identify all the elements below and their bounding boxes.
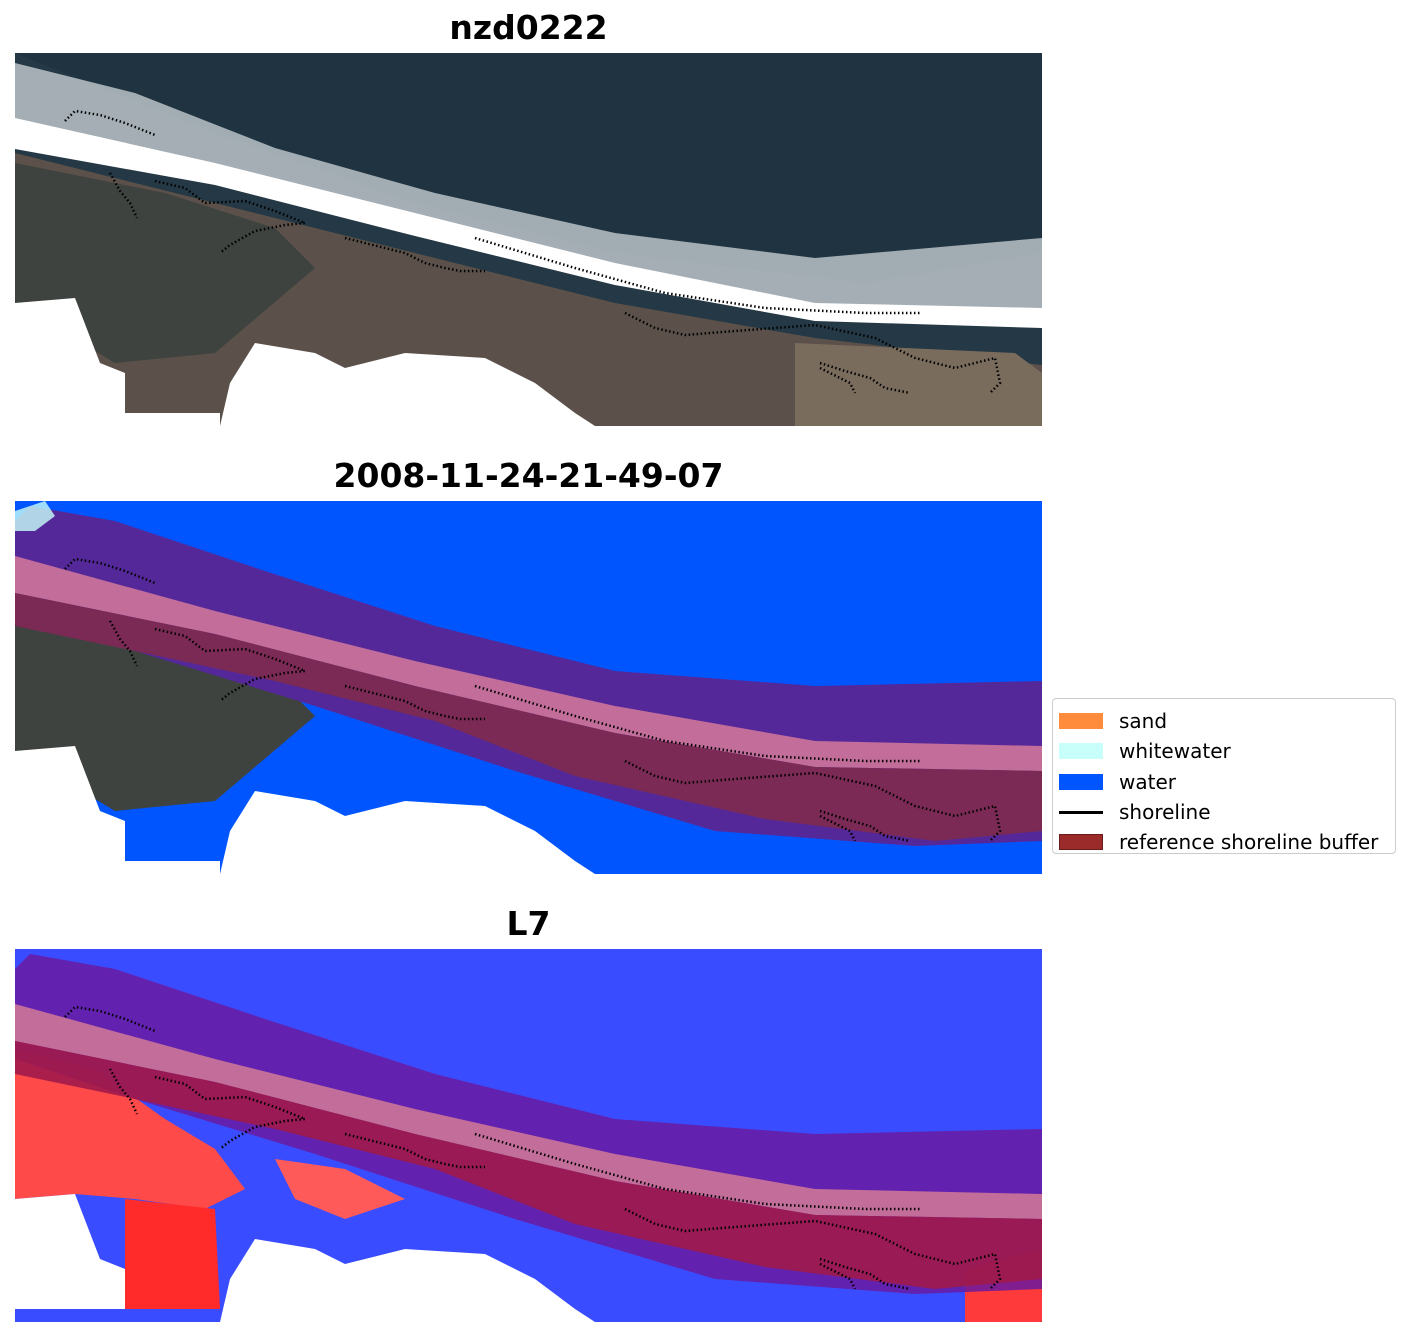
surf-zone: [15, 63, 1042, 315]
whitewater-patch: [15, 501, 55, 531]
legend-item-water: water: [1053, 767, 1395, 797]
panel-classification-image: [15, 501, 1042, 874]
panel-rgb-image: [15, 53, 1042, 426]
buffer-inner-3: [15, 1041, 1042, 1289]
panel-title-index: L7: [506, 904, 551, 943]
shoreline-traces-2: [64, 557, 1002, 843]
buffer-inner: [15, 593, 1042, 841]
legend-label-shoreline: shoreline: [1119, 800, 1211, 825]
legend-item-whitewater: whitewater: [1053, 736, 1395, 766]
shoreline-traces: [64, 109, 1002, 395]
deep-sea-area: [15, 53, 1042, 283]
nodata-cloud-left-2: [15, 746, 220, 874]
legend-label-water: water: [1119, 769, 1176, 794]
legend-label-whitewater: whitewater: [1119, 739, 1231, 764]
legend-line-shoreline: [1059, 810, 1103, 814]
panel-title-rgb: nzd0222: [449, 8, 608, 47]
index-positive-west: [15, 1049, 245, 1209]
legend-item-shoreline: shoreline: [1053, 797, 1395, 827]
index-positive-block: [125, 1199, 220, 1309]
index-positive-center: [275, 1159, 405, 1219]
buffer-light-band-3: [15, 1004, 1042, 1219]
legend-swatch-whitewater: [1059, 743, 1103, 760]
sand-area: [795, 343, 1042, 426]
legend-item-sand: sand: [1053, 706, 1395, 736]
vegetation-area: [15, 163, 315, 363]
legend-swatch-sand: [1059, 713, 1103, 730]
legend-label-sand: sand: [1119, 709, 1168, 734]
nodata-cloud-center: [220, 343, 595, 426]
shoreline-traces-3: [64, 1005, 1002, 1291]
land-rgb-area: [15, 611, 315, 811]
index-image-svg: [15, 949, 1042, 1322]
nodata-stripe: [15, 118, 1042, 328]
legend-swatch-reference-buffer: [1059, 834, 1103, 851]
panel-title-classification: 2008-11-24-21-49-07: [333, 456, 724, 495]
nodata-cloud-left: [15, 298, 220, 426]
nodata-cloud-left-3: [15, 1194, 125, 1309]
nodata-cloud-center-3: [220, 1239, 595, 1322]
legend-item-reference-buffer: reference shoreline buffer: [1053, 827, 1395, 857]
legend-swatch-water: [1059, 773, 1103, 790]
nodata-cloud-center-2: [220, 791, 595, 874]
panel-index-image: [15, 949, 1042, 1322]
legend: sand whitewater water shoreline referenc…: [1052, 698, 1396, 854]
legend-label-reference-buffer: reference shoreline buffer: [1119, 830, 1379, 855]
classification-image-svg: [15, 501, 1042, 874]
rgb-image-svg: [15, 53, 1042, 426]
buffer-light-band: [15, 556, 1042, 771]
